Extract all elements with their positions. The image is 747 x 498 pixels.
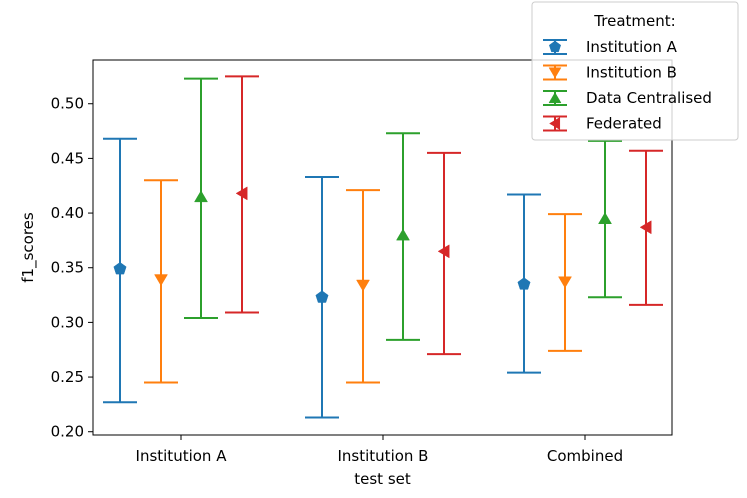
legend-entry: Federated — [543, 115, 662, 133]
series-data-centralised — [184, 77, 622, 341]
series-institution-b — [144, 179, 582, 384]
y-tick-label: 0.45 — [51, 149, 84, 167]
data-point — [315, 290, 329, 303]
x-axis: Institution A Institution B Combined — [136, 435, 623, 465]
data-point — [558, 276, 572, 289]
legend-label: Institution A — [586, 38, 678, 56]
legend-marker — [548, 92, 562, 104]
legend-title: Treatment: — [593, 12, 675, 30]
legend: Treatment: Institution A Institution B Dat… — [531, 1, 739, 141]
data-point — [639, 220, 652, 235]
data-point — [396, 228, 410, 241]
y-tick-label: 0.40 — [51, 204, 84, 222]
series-federated — [225, 75, 663, 356]
data-point — [235, 186, 248, 201]
y-tick-label: 0.30 — [51, 313, 84, 331]
x-tick-label: Institution A — [136, 447, 228, 465]
x-tick-label: Institution B — [338, 447, 429, 465]
legend-entry: Institution B — [543, 64, 677, 82]
y-tick-label: 0.50 — [51, 95, 84, 113]
legend-marker — [548, 67, 562, 79]
legend-label: Data Centralised — [586, 89, 712, 107]
y-tick-label: 0.20 — [51, 423, 84, 441]
legend-marker — [549, 117, 561, 130]
legend-marker — [548, 40, 562, 53]
y-axis: 0.20 0.25 0.30 0.35 0.40 0.45 0.50 — [51, 95, 93, 441]
legend-entry: Institution A — [543, 38, 678, 56]
data-point — [598, 212, 612, 224]
data-point — [194, 190, 208, 203]
legend-entries: Institution A Institution B Data Centralis… — [543, 38, 712, 133]
legend-label: Federated — [586, 115, 662, 133]
y-tick-label: 0.25 — [51, 368, 84, 386]
y-axis-label: f1_scores — [19, 212, 38, 283]
data-point — [113, 262, 127, 275]
series-layer — [103, 75, 663, 419]
legend-entry: Data Centralised — [543, 89, 712, 107]
legend-label: Institution B — [586, 64, 677, 82]
series-institution-a — [103, 137, 541, 419]
data-point — [154, 274, 168, 287]
x-tick-label: Combined — [547, 447, 623, 465]
x-axis-label: test set — [354, 470, 411, 488]
legend-box — [531, 1, 739, 141]
data-point — [517, 277, 531, 290]
data-point — [356, 279, 370, 292]
y-tick-label: 0.35 — [51, 259, 84, 277]
data-point — [437, 244, 450, 259]
